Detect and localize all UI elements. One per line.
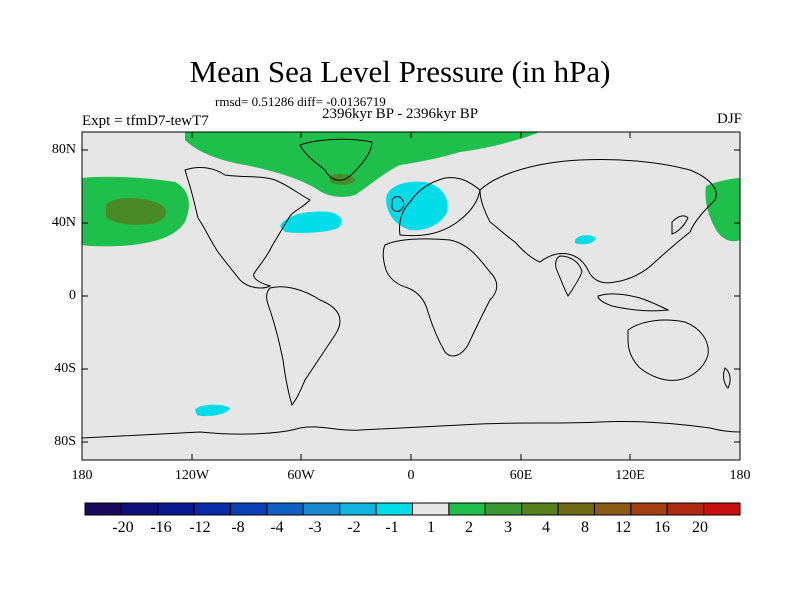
colorbar-label: 3 xyxy=(504,519,512,536)
colorbar-box xyxy=(302,502,341,516)
colorbar-box xyxy=(666,502,705,516)
colorbar-label: 20 xyxy=(692,519,708,536)
colorbar-box xyxy=(266,502,304,516)
lon-label-60e: 60E xyxy=(509,468,533,483)
colorbar-label: 1 xyxy=(427,519,435,536)
colorbar-box xyxy=(230,502,268,516)
north-atlantic-low xyxy=(280,211,342,233)
coast-japan xyxy=(671,215,689,235)
lon-label-120w: 120W xyxy=(174,468,210,483)
nw-pacific-high xyxy=(705,178,740,242)
colorbar-box xyxy=(484,502,523,516)
colorbar-label: -4 xyxy=(270,519,284,536)
lat-label-0: 0 xyxy=(69,288,76,303)
colorbar-label: -8 xyxy=(231,519,245,536)
southern-pacific-low xyxy=(195,404,230,417)
colorbar-box xyxy=(703,502,741,516)
colorbar-label: -1 xyxy=(385,519,399,536)
colorbar-box xyxy=(557,502,595,516)
colorbar-label: 8 xyxy=(581,519,589,536)
coast-australia xyxy=(627,319,709,381)
coast-south-america xyxy=(266,286,341,407)
lon-label-0: 0 xyxy=(407,468,415,483)
plot-title: Mean Sea Level Pressure (in hPa) xyxy=(189,54,611,89)
lon-label-120e: 120E xyxy=(615,468,645,483)
lon-label-180e: 180 xyxy=(729,468,751,483)
colorbar-box xyxy=(120,502,159,516)
colorbar-box xyxy=(412,502,450,516)
coastlines xyxy=(81,138,741,439)
lon-label-60w: 60W xyxy=(287,468,315,483)
colorbar-box xyxy=(448,502,486,516)
coast-new-zealand xyxy=(723,367,731,389)
coast-africa xyxy=(382,238,498,357)
colorbar-box xyxy=(157,502,195,516)
colorbar-box xyxy=(339,502,377,516)
lat-label-80n: 80N xyxy=(51,142,76,157)
lat-label-40n: 40N xyxy=(51,215,76,230)
india-low xyxy=(575,235,596,245)
colorbar-box xyxy=(193,502,232,516)
north-pacific-core xyxy=(106,197,166,225)
colorbar-label: 16 xyxy=(654,519,670,536)
colorbar-box xyxy=(375,502,414,516)
colorbar-label: -2 xyxy=(347,519,361,536)
coast-antarctica xyxy=(81,420,741,439)
colorbar-box xyxy=(84,502,122,516)
coast-indonesia xyxy=(597,293,670,312)
lon-label-180w: 180 xyxy=(71,468,93,483)
stats-label: rmsd= 0.51286 diff= -0.0136719 xyxy=(215,94,386,109)
coast-greenland xyxy=(299,138,373,181)
arctic-greenland-high xyxy=(185,132,540,197)
colorbar-box xyxy=(521,502,559,516)
season-label: DJF xyxy=(716,111,742,127)
colorbar-label: -20 xyxy=(112,519,134,536)
colorbar-label: 12 xyxy=(615,519,631,536)
colorbar-label: 4 xyxy=(542,519,550,536)
colorbar-label: -16 xyxy=(150,519,172,536)
lat-label-40s: 40S xyxy=(54,361,76,376)
lat-label-80s: 80S xyxy=(54,434,76,449)
colorbar-label: -12 xyxy=(189,519,211,536)
coast-india xyxy=(555,255,583,297)
colorbar-box xyxy=(593,502,632,516)
period-label: 2396kyr BP - 2396kyr BP xyxy=(321,106,479,122)
coast-north-america xyxy=(184,167,311,289)
axis-ticks xyxy=(82,132,740,460)
experiment-label: Expt = tfmD7-tewT7 xyxy=(82,113,209,129)
coast-asia xyxy=(479,158,717,284)
europe-low xyxy=(386,181,448,231)
colorbar-label: 2 xyxy=(465,519,473,536)
colorbar-box xyxy=(630,502,668,516)
coast-uk xyxy=(391,196,405,212)
colorbar-boxes xyxy=(84,502,741,516)
colorbar-label: -3 xyxy=(308,519,322,536)
